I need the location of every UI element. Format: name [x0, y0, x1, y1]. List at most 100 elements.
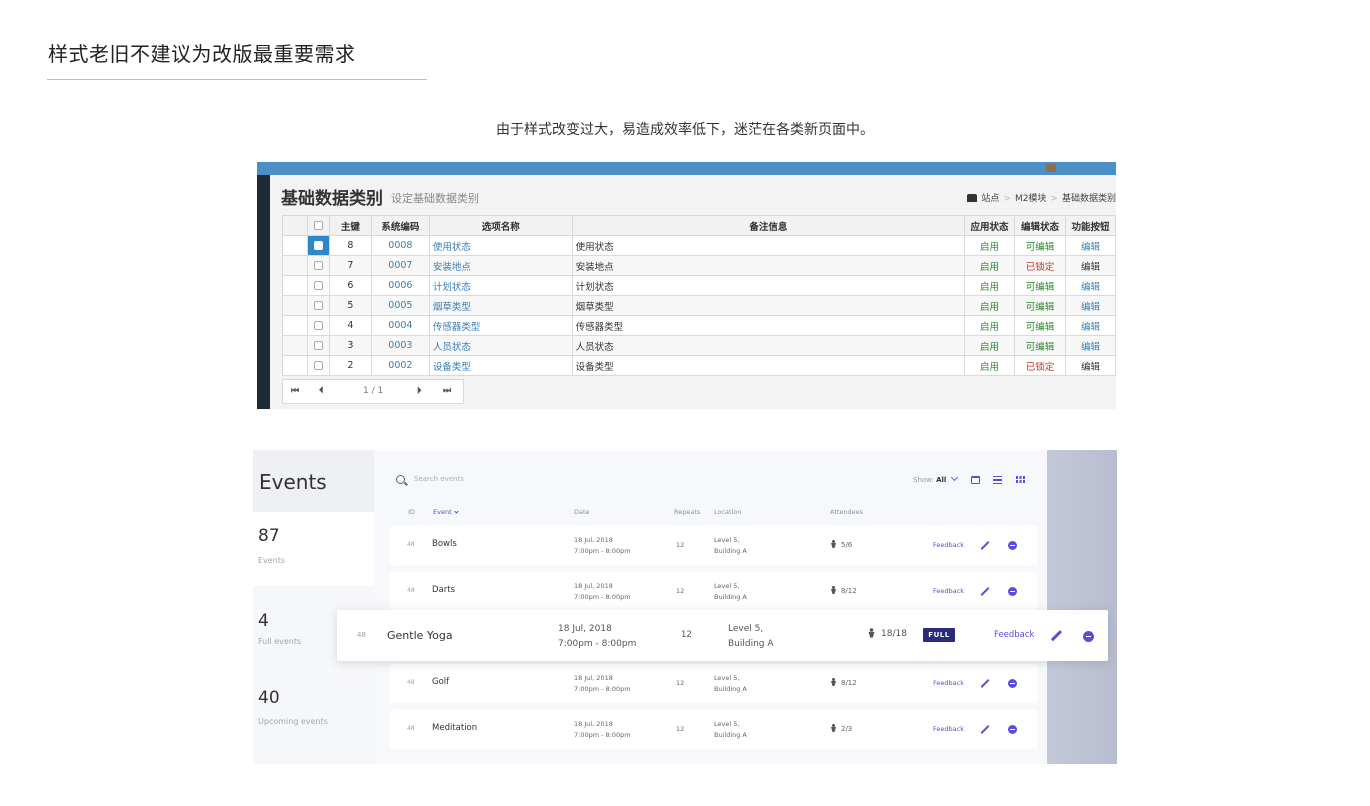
table-row[interactable]: 2 0002 设备类型 设备类型 启用 已锁定 编辑 [282, 355, 1116, 376]
feedback-link[interactable]: Feedback [933, 725, 964, 733]
column-header[interactable]: 编辑状态 [1013, 215, 1066, 236]
table-row[interactable]: 8 0008 使用状态 使用状态 启用 可编辑 编辑 [282, 235, 1116, 256]
feedback-link[interactable]: Feedback [933, 541, 964, 549]
edit-pencil-icon[interactable] [980, 586, 990, 597]
row-select-cell[interactable] [306, 315, 330, 336]
name-cell[interactable]: 使用状态 [428, 235, 573, 256]
show-filter[interactable]: Show: All [913, 476, 946, 484]
table-row[interactable]: 5 0005 烟草类型 烟草类型 启用 可编辑 编辑 [282, 295, 1116, 316]
stat-card-active[interactable] [253, 512, 374, 586]
table-row[interactable]: 3 0003 人员状态 人员状态 启用 可编辑 编辑 [282, 335, 1116, 356]
row-checkbox[interactable] [313, 361, 323, 370]
column-header-attendees[interactable]: Attendees [830, 508, 864, 516]
table-row[interactable]: 6 0006 计划状态 计划状态 启用 可编辑 编辑 [282, 275, 1116, 296]
edit-pencil-icon[interactable] [980, 540, 990, 551]
event-name[interactable]: Golf [432, 677, 450, 687]
code-cell[interactable]: 0003 [370, 335, 430, 356]
remove-icon[interactable] [1008, 587, 1017, 596]
memo-cell: 安装地点 [571, 255, 965, 276]
row-select-cell[interactable] [306, 255, 330, 276]
row-checkbox[interactable] [313, 261, 323, 270]
code-cell[interactable]: 0006 [370, 275, 430, 296]
row-checkbox[interactable] [313, 301, 323, 310]
event-row-highlighted[interactable]: 48 Gentle Yoga 18 Jul, 2018 7:00pm - 8:00… [337, 610, 1108, 661]
code-cell[interactable]: 0004 [370, 315, 430, 336]
status-cell: 启用 [963, 255, 1015, 276]
name-cell[interactable]: 烟草类型 [428, 295, 573, 316]
column-header[interactable]: 选项名称 [428, 215, 573, 236]
row-select-cell[interactable] [306, 235, 330, 256]
table-row[interactable]: 7 0007 安装地点 安装地点 启用 已锁定 编辑 [282, 255, 1116, 276]
edit-button[interactable]: 编辑 [1064, 355, 1116, 376]
event-name[interactable]: Gentle Yoga [387, 629, 453, 642]
code-cell[interactable]: 0008 [370, 235, 430, 256]
event-row[interactable]: 48 Darts 18 Jul, 2018 7:00pm - 8:00pm 12 Leve… [390, 572, 1037, 611]
breadcrumb-item[interactable]: M2模块 [1014, 194, 1047, 204]
row-checkbox[interactable] [313, 281, 323, 290]
edit-button[interactable]: 编辑 [1064, 255, 1116, 276]
event-row[interactable]: 48 Golf 18 Jul, 2018 7:00pm - 8:00pm 12 Level… [390, 664, 1037, 703]
name-cell[interactable]: 人员状态 [428, 335, 573, 356]
column-header-date[interactable]: Date [574, 508, 590, 516]
column-header[interactable]: 主键 [328, 215, 372, 236]
feedback-link[interactable]: Feedback [933, 679, 964, 687]
event-location-building: Building A [714, 731, 747, 739]
event-name[interactable]: Darts [432, 585, 456, 595]
edit-pencil-icon[interactable] [1050, 630, 1062, 641]
remove-icon[interactable] [1008, 541, 1017, 550]
next-page-button[interactable]: ⏵ [417, 386, 422, 396]
edit-button[interactable]: 编辑 [1064, 315, 1116, 336]
column-header-location[interactable]: Location [714, 508, 742, 516]
column-header[interactable]: 系统编码 [370, 215, 430, 236]
row-checkbox[interactable] [313, 321, 323, 330]
edit-button[interactable]: 编辑 [1064, 295, 1116, 316]
event-row[interactable]: 48 Meditation 18 Jul, 2018 7:00pm - 8:00pm 1… [390, 710, 1037, 749]
edit-button[interactable]: 编辑 [1064, 275, 1116, 296]
search-input[interactable]: Search events [414, 475, 464, 483]
column-header-event[interactable]: Event [433, 508, 459, 516]
prev-page-button[interactable]: ⏴ [319, 386, 324, 396]
chevron-down-icon[interactable] [950, 473, 959, 482]
breadcrumb-item[interactable]: 站点 [981, 194, 1000, 204]
remove-icon[interactable] [1008, 679, 1017, 688]
row-checkbox[interactable] [313, 341, 323, 350]
feedback-link[interactable]: Feedback [994, 630, 1035, 640]
calendar-view-icon[interactable] [971, 476, 980, 484]
edit-pencil-icon[interactable] [980, 724, 990, 735]
edit-button[interactable]: 编辑 [1064, 335, 1116, 356]
grid-view-icon[interactable] [1016, 476, 1025, 483]
name-cell[interactable]: 安装地点 [428, 255, 573, 276]
edit-pencil-icon[interactable] [980, 678, 990, 689]
remove-icon[interactable] [1083, 631, 1094, 642]
row-select-cell[interactable] [306, 335, 330, 356]
column-header[interactable]: 应用状态 [963, 215, 1015, 236]
row-select-cell[interactable] [306, 355, 330, 376]
code-cell[interactable]: 0002 [370, 355, 430, 376]
first-page-button[interactable]: ⏮ [291, 386, 300, 396]
row-select-cell[interactable] [306, 275, 330, 296]
select-all-header[interactable] [306, 215, 330, 236]
row-select-cell[interactable] [306, 295, 330, 316]
column-header[interactable]: 备注信息 [571, 215, 965, 236]
name-cell[interactable]: 计划状态 [428, 275, 573, 296]
event-row[interactable]: 48 Bowls 18 Jul, 2018 7:00pm - 8:00pm 12 Leve… [390, 526, 1037, 565]
last-page-button[interactable]: ⏭ [443, 386, 452, 396]
code-cell[interactable]: 0005 [370, 295, 430, 316]
code-cell[interactable]: 0007 [370, 255, 430, 276]
avatar[interactable] [1046, 164, 1056, 172]
name-cell[interactable]: 传感器类型 [428, 315, 573, 336]
edit-button[interactable]: 编辑 [1064, 235, 1116, 256]
feedback-link[interactable]: Feedback [933, 587, 964, 595]
select-all-checkbox[interactable] [313, 221, 323, 230]
event-name[interactable]: Bowls [432, 539, 457, 549]
name-cell[interactable]: 设备类型 [428, 355, 573, 376]
search-icon[interactable] [396, 475, 405, 484]
list-view-icon[interactable] [993, 476, 1002, 484]
row-checkbox[interactable] [313, 241, 323, 250]
column-header[interactable]: 功能按钮 [1064, 215, 1116, 236]
event-name[interactable]: Meditation [432, 723, 478, 733]
column-header-repeats[interactable]: Repeats [674, 508, 701, 516]
column-header-id[interactable]: ID [408, 508, 415, 516]
table-row[interactable]: 4 0004 传感器类型 传感器类型 启用 可编辑 编辑 [282, 315, 1116, 336]
remove-icon[interactable] [1008, 725, 1017, 734]
